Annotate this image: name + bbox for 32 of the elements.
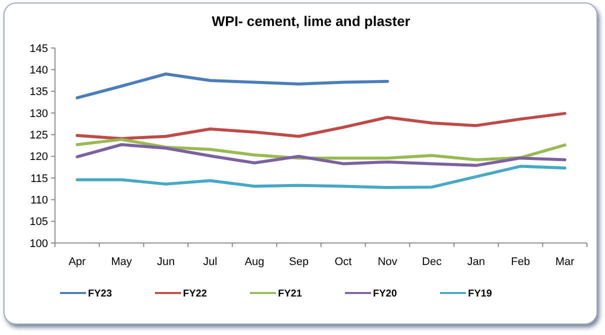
x-tick-label: Nov: [378, 256, 398, 268]
y-tick-label: 125: [30, 130, 48, 142]
legend-label: FY22: [183, 288, 208, 300]
y-tick-label: 105: [30, 216, 48, 228]
line-series: [76, 143, 566, 167]
y-tick-label: 140: [30, 64, 48, 77]
chart-title: WPI- cement, lime and plaster: [212, 13, 411, 29]
x-tick-label: Jul: [203, 256, 218, 268]
x-tick-label: Oct: [334, 256, 352, 268]
y-tick-label: 135: [30, 86, 48, 98]
x-tick-label: Dec: [422, 256, 442, 268]
x-tick-label: Apr: [68, 256, 86, 268]
legend-label: FY20: [373, 288, 398, 300]
x-tick-label: Feb: [511, 256, 530, 268]
y-tick-label: 110: [30, 194, 48, 207]
line-series: [76, 112, 566, 140]
legend-label: FY23: [88, 288, 112, 300]
x-tick-label: Mar: [555, 256, 575, 268]
y-tick-label: 145: [30, 42, 48, 55]
x-tick-label: May: [111, 256, 132, 268]
y-tick-label: 100: [30, 238, 48, 250]
legend-label: FY21: [278, 288, 302, 300]
x-tick-label: Sep: [289, 256, 309, 268]
line-series: [76, 72, 389, 100]
x-tick-label: Jan: [467, 256, 486, 268]
line-series: [76, 164, 566, 190]
y-tick-label: 120: [30, 151, 48, 164]
x-tick-label: Aug: [244, 256, 264, 268]
y-tick-label: 115: [30, 172, 48, 185]
x-tick-label: Jun: [156, 256, 175, 268]
y-tick-label: 130: [30, 108, 48, 120]
legend-label: FY19: [468, 288, 492, 300]
